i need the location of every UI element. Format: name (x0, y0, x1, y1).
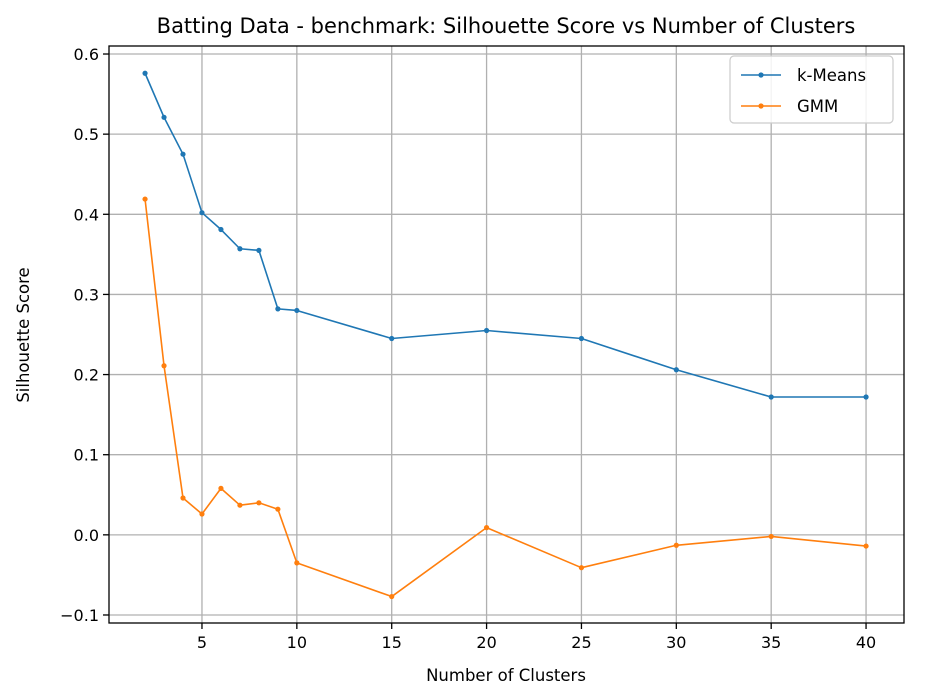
legend-label: k-Means (797, 66, 866, 85)
data-point (237, 246, 243, 252)
y-axis-label: Silhouette Score (14, 267, 33, 402)
series-line (144, 198, 867, 598)
y-tick-label: 0.3 (74, 285, 99, 304)
data-point (294, 560, 300, 566)
data-point (673, 542, 679, 548)
data-point (863, 394, 869, 400)
x-axis-label: Number of Clusters (426, 666, 586, 685)
data-point (142, 70, 148, 76)
series-layer (142, 70, 869, 600)
data-point (180, 151, 186, 157)
y-tick-label: 0.1 (74, 446, 99, 465)
data-point (275, 306, 281, 312)
data-point (218, 485, 224, 491)
x-tick-label: 40 (856, 633, 876, 652)
data-point (863, 543, 869, 549)
x-tick-label: 25 (571, 633, 591, 652)
y-tick-label: 0.5 (74, 125, 99, 144)
data-point (578, 335, 585, 342)
y-tick-label: 0.4 (74, 205, 99, 224)
legend-marker (758, 72, 764, 78)
data-point (199, 511, 205, 517)
x-tick-label: 5 (197, 633, 207, 652)
y-tick-label: 0.6 (74, 45, 99, 64)
y-tick-label: 0.0 (74, 526, 99, 545)
data-point (389, 335, 395, 342)
data-point (483, 525, 490, 531)
x-tick-label: 30 (666, 633, 686, 652)
data-point (275, 506, 281, 512)
data-point (256, 247, 262, 253)
data-point (294, 307, 300, 314)
data-point (483, 327, 490, 334)
data-point (673, 367, 679, 373)
data-point (142, 196, 148, 202)
legend-label: GMM (797, 97, 838, 116)
axis-ticks: 5 10 15 20 25 30 35 40 −0.1 0.0 0.1 0.2 0.3 0.4 0.5 0.6 (60, 45, 876, 652)
data-point (389, 593, 395, 600)
x-tick-label: 20 (476, 633, 496, 652)
x-tick-label: 35 (761, 633, 781, 652)
y-tick-label: −0.1 (60, 606, 99, 625)
data-point (237, 502, 243, 508)
data-point (218, 226, 224, 233)
y-tick-label: 0.2 (74, 366, 99, 385)
chart-title: Batting Data - benchmark: Silhouette Sco… (157, 14, 856, 38)
series-k-means (142, 70, 869, 400)
x-tick-label: 15 (382, 633, 402, 652)
data-point (161, 363, 167, 369)
series-gmm (142, 196, 869, 600)
data-point (768, 533, 774, 540)
data-point (161, 114, 167, 120)
data-point (180, 495, 186, 501)
data-point (578, 565, 585, 571)
legend-marker (758, 103, 764, 109)
data-point (256, 500, 262, 506)
plot-frame (108, 45, 905, 624)
x-tick-label: 10 (287, 633, 307, 652)
legend: k-Means GMM (729, 55, 894, 124)
data-point (199, 210, 205, 216)
data-point (768, 394, 774, 400)
grid (109, 46, 904, 623)
